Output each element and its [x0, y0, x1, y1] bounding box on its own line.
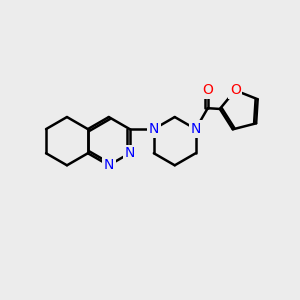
Text: N: N [190, 122, 201, 136]
Text: N: N [148, 122, 159, 136]
Text: N: N [124, 146, 135, 160]
Text: O: O [230, 83, 241, 97]
Text: O: O [202, 83, 213, 97]
Text: N: N [103, 158, 114, 172]
